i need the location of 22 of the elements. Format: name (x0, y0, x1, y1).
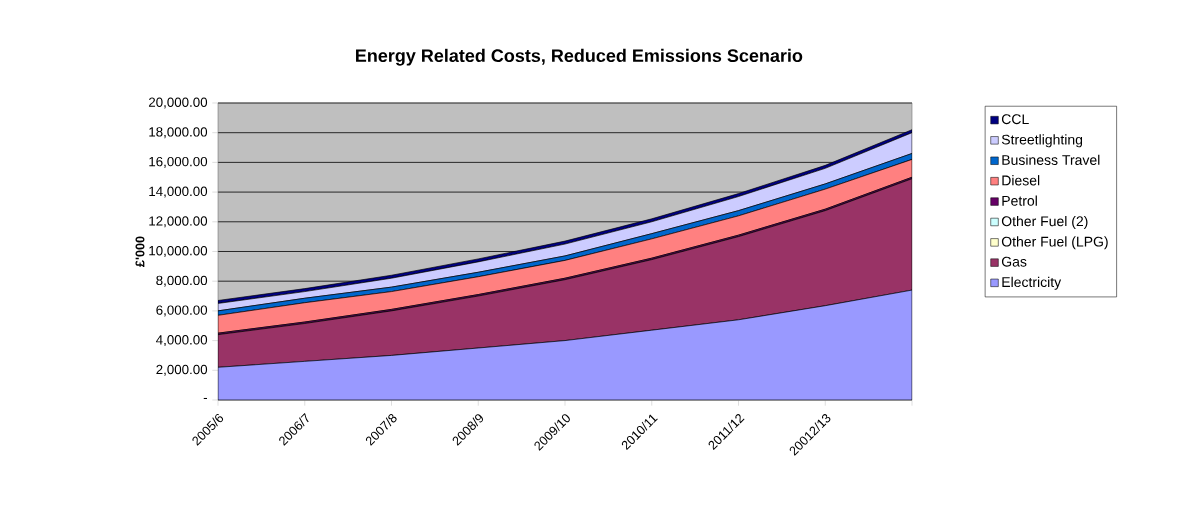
y-tick-label: 18,000.00 (149, 127, 208, 139)
legend-label: CCL (1001, 114, 1029, 125)
y-tick-label: 20,000.00 (148, 97, 208, 109)
legend-label: Diesel (1002, 175, 1040, 186)
y-tick-label: 4,000.00 (156, 335, 208, 347)
legend-label: Gas (1001, 256, 1027, 267)
legend-label: Streetlighting (1001, 134, 1083, 148)
chart-title: Energy Related Costs, Reduced Emissions Scenario (356, 48, 803, 66)
y-tick-label: 8,000.00 (156, 275, 208, 287)
y-tick-label: 14,000.00 (149, 186, 208, 198)
legend-label: Other Fuel (LPG) (1001, 236, 1108, 250)
legend-label: Other Fuel (2) (1001, 215, 1088, 229)
y-tick-label: 6,000.00 (156, 305, 208, 317)
y-tick-label: 10,000.00 (149, 245, 208, 258)
legend-label: Petrol (1002, 195, 1037, 206)
y-axis-title: £'000 (135, 236, 145, 267)
y-tick-label: 16,000.00 (149, 156, 208, 168)
legend-label: Business Travel (1002, 154, 1100, 165)
legend-label: Electricity (1002, 276, 1062, 290)
y-tick-label: 2,000.00 (156, 364, 208, 376)
y-tick-label: 12,000.00 (149, 216, 208, 228)
y-tick-label: - (203, 397, 208, 399)
